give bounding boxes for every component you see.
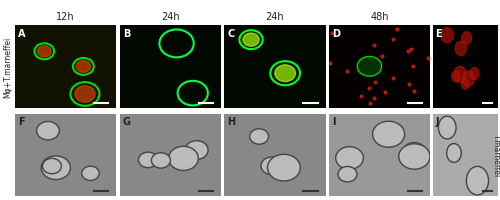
Circle shape (250, 129, 268, 144)
Circle shape (42, 159, 62, 174)
Circle shape (75, 86, 95, 103)
Circle shape (36, 122, 60, 140)
Text: 24h: 24h (161, 12, 180, 22)
Circle shape (268, 155, 300, 181)
Text: B: B (122, 28, 130, 38)
Circle shape (243, 34, 259, 47)
Circle shape (38, 46, 51, 58)
Text: 48h: 48h (370, 12, 389, 22)
Text: 24h: 24h (266, 12, 284, 22)
Text: H: H (228, 116, 235, 126)
Circle shape (462, 32, 471, 45)
Circle shape (185, 141, 208, 160)
Text: C: C (228, 28, 234, 38)
Circle shape (452, 72, 460, 83)
Circle shape (82, 166, 99, 181)
Circle shape (336, 147, 363, 169)
Circle shape (455, 42, 466, 56)
Circle shape (462, 71, 474, 87)
Circle shape (441, 28, 454, 44)
Circle shape (461, 80, 469, 90)
Text: F: F (18, 116, 25, 126)
Text: D: D (332, 28, 340, 38)
Circle shape (152, 153, 171, 168)
Circle shape (275, 65, 295, 82)
Text: T.marneffei: T.marneffei (492, 133, 500, 177)
Text: A: A (18, 28, 26, 38)
Text: 12h: 12h (56, 12, 75, 22)
Circle shape (372, 122, 404, 148)
Circle shape (446, 144, 462, 163)
Circle shape (168, 147, 198, 171)
Circle shape (466, 167, 488, 195)
Circle shape (76, 61, 90, 73)
Circle shape (454, 67, 466, 83)
Circle shape (470, 68, 479, 80)
Text: E: E (436, 28, 442, 38)
Circle shape (438, 117, 456, 139)
Text: Mφ+T.marneffei: Mφ+T.marneffei (3, 37, 12, 97)
Circle shape (357, 57, 382, 77)
Text: I: I (332, 116, 336, 126)
Text: G: G (122, 116, 130, 126)
Circle shape (476, 174, 488, 189)
Text: J: J (436, 116, 439, 126)
Circle shape (402, 143, 426, 161)
Circle shape (338, 167, 357, 182)
Circle shape (138, 152, 158, 168)
Circle shape (261, 157, 283, 175)
Circle shape (398, 144, 430, 169)
Circle shape (42, 156, 70, 180)
